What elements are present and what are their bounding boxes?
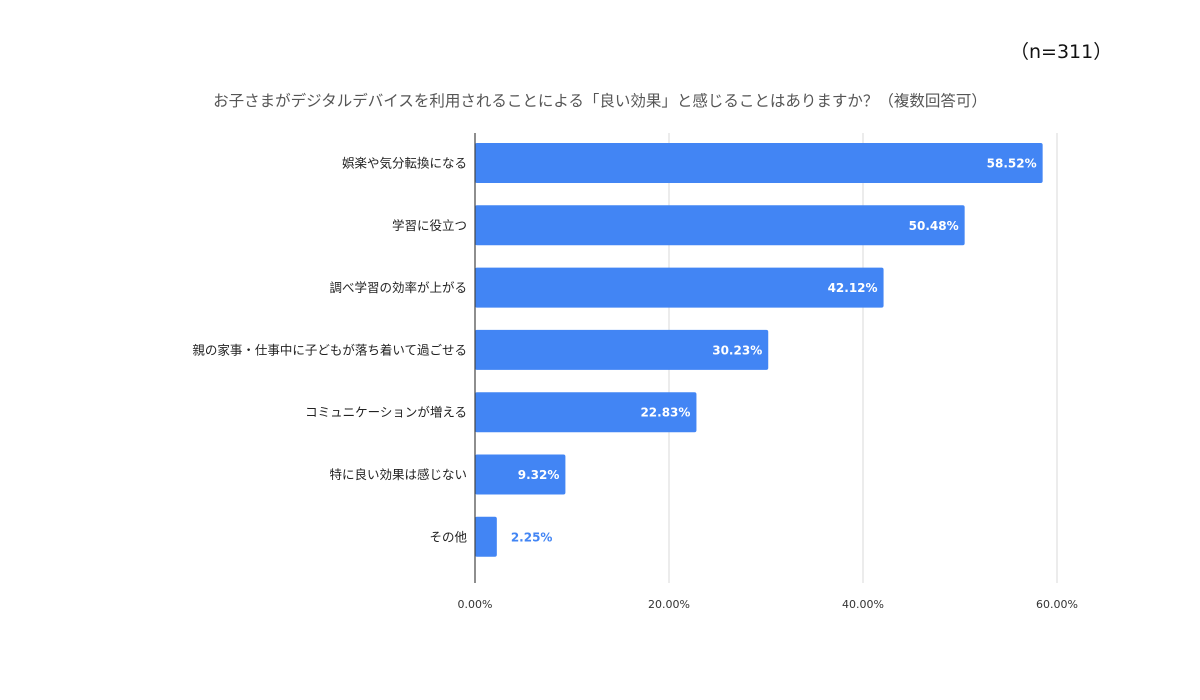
category-label-6: その他 <box>429 529 467 544</box>
category-label-4: コミュニケーションが増える <box>305 405 467 420</box>
bar-0 <box>475 143 1043 183</box>
labels: 0.00% 20.00% 40.00% 60.00% 娯楽や気分転換になる 58.52% 学… <box>192 156 1078 612</box>
category-label-2: 調べ学習の効率が上がる <box>329 280 467 295</box>
value-label-3: 30.23% <box>712 343 762 357</box>
sample-size-label: （n=311） <box>1010 41 1113 63</box>
value-label-1: 50.48% <box>909 219 959 233</box>
value-label-6: 2.25% <box>511 530 553 544</box>
x-tick-label-0: 0.00% <box>458 598 493 611</box>
x-tick-label-2: 40.00% <box>842 598 884 611</box>
bar-3 <box>475 329 769 370</box>
bar-5 <box>475 454 566 495</box>
bar-4 <box>475 392 697 433</box>
bars <box>475 143 1043 557</box>
x-tick-label-1: 20.00% <box>648 598 690 611</box>
bar-1 <box>475 205 965 246</box>
x-tick-label-3: 60.00% <box>1036 598 1078 611</box>
category-label-3: 親の家事・仕事中に子どもが落ち着いて過ごせる <box>192 342 467 357</box>
bar-2 <box>475 267 884 308</box>
value-label-4: 22.83% <box>640 406 690 420</box>
bar-6 <box>475 516 497 557</box>
value-label-2: 42.12% <box>828 281 878 295</box>
category-label-5: 特に良い効果は感じない <box>329 467 467 482</box>
chart-title: お子さまがデジタルデバイスを利用されることによる「良い効果」と感じることはありま… <box>213 92 987 110</box>
category-label-1: 学習に役立つ <box>392 218 467 233</box>
value-label-5: 9.32% <box>518 468 560 482</box>
value-label-0: 58.52% <box>987 157 1037 171</box>
category-label-0: 娯楽や気分転換になる <box>342 156 467 171</box>
